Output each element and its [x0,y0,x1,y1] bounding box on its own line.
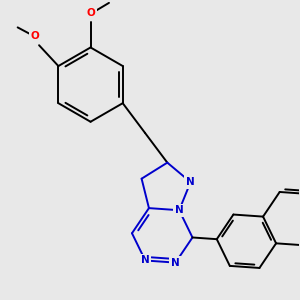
Text: N: N [171,258,180,268]
Text: N: N [186,177,195,187]
Text: N: N [141,256,150,266]
Text: O: O [30,31,39,41]
Text: O: O [86,8,95,18]
Text: N: N [175,205,184,215]
